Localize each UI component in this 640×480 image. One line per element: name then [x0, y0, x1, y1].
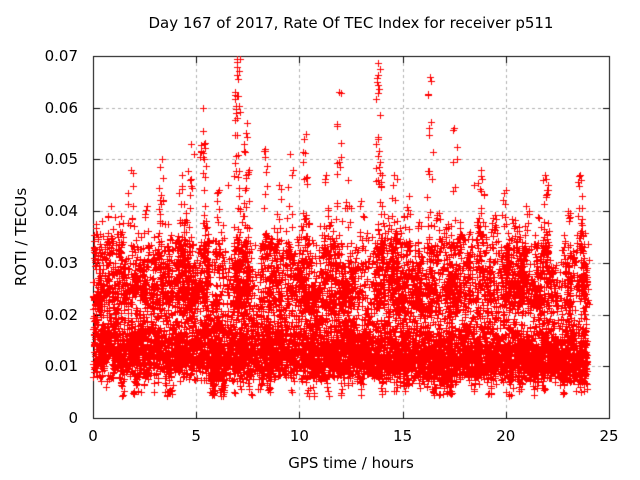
y-tick-label: 0 — [68, 409, 78, 427]
y-tick-label: 0.07 — [44, 47, 78, 65]
x-tick-label: 20 — [496, 427, 516, 445]
x-tick-label: 25 — [599, 427, 619, 445]
chart-title: Day 167 of 2017, Rate Of TEC Index for r… — [148, 14, 554, 32]
y-tick-label: 0.05 — [44, 150, 78, 169]
x-tick-label: 0 — [88, 427, 98, 445]
y-tick-label: 0.01 — [44, 357, 78, 376]
x-axis-label: GPS time / hours — [288, 454, 414, 472]
y-tick-label: 0.03 — [44, 253, 78, 272]
y-tick-label: 0.02 — [44, 305, 78, 324]
y-tick-label: 0.06 — [44, 98, 78, 117]
x-tick-label: 5 — [191, 427, 201, 445]
x-tick-label: 15 — [393, 427, 413, 445]
y-tick-label: 0.04 — [44, 202, 78, 221]
x-tick-label: 10 — [289, 427, 309, 445]
